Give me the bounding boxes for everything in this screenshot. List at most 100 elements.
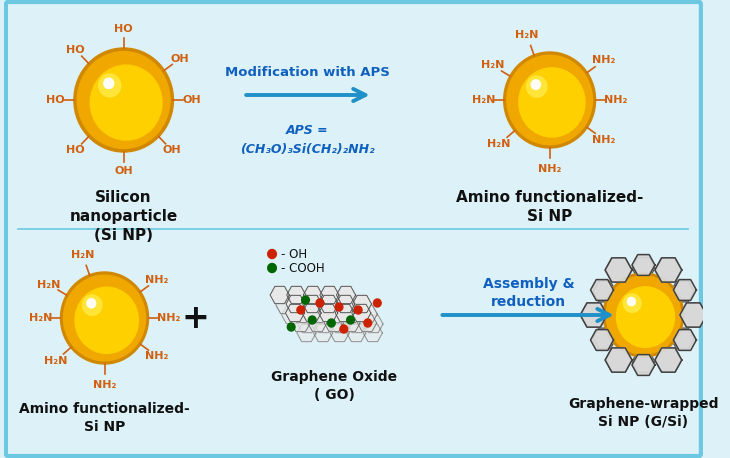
Polygon shape [325,305,344,322]
Polygon shape [348,306,367,324]
Polygon shape [303,286,323,304]
Polygon shape [655,348,682,372]
Polygon shape [358,305,377,322]
Polygon shape [313,324,333,342]
Circle shape [316,299,323,307]
Circle shape [297,306,304,314]
Circle shape [74,48,174,152]
Polygon shape [580,303,607,327]
Polygon shape [342,296,361,314]
Text: H₂N: H₂N [28,313,52,323]
Circle shape [301,296,310,304]
Polygon shape [673,279,696,300]
Polygon shape [364,324,383,342]
Polygon shape [632,257,655,278]
Circle shape [623,294,641,312]
Text: HO: HO [66,145,85,155]
Polygon shape [593,281,616,302]
Circle shape [627,297,635,306]
Polygon shape [655,258,682,282]
Polygon shape [309,296,328,314]
Polygon shape [302,304,321,322]
Text: H₂N: H₂N [71,250,94,260]
Text: HO: HO [66,45,85,55]
Circle shape [531,80,540,89]
Polygon shape [292,305,311,322]
Text: - OH: - OH [280,247,307,261]
Text: - COOH: - COOH [280,262,324,274]
Polygon shape [293,296,312,314]
Text: OH: OH [115,166,133,176]
Polygon shape [314,316,334,333]
Polygon shape [326,296,345,314]
Polygon shape [285,304,304,322]
Circle shape [77,52,170,148]
Circle shape [507,55,592,145]
Polygon shape [315,306,334,324]
Circle shape [288,323,295,331]
Polygon shape [364,316,383,333]
Polygon shape [580,303,607,327]
Polygon shape [337,286,356,304]
Circle shape [606,276,681,354]
Text: APS =: APS = [286,124,328,136]
Polygon shape [671,328,694,349]
Polygon shape [298,306,318,324]
Polygon shape [318,304,338,322]
Text: Modification with APS: Modification with APS [225,65,390,78]
Circle shape [82,295,102,315]
Polygon shape [591,330,613,350]
Text: +: + [182,301,210,334]
Polygon shape [605,348,632,372]
Text: NH₂: NH₂ [145,351,169,361]
Text: OH: OH [170,55,188,64]
Text: H₂N: H₂N [37,279,61,289]
Text: H₂N: H₂N [481,60,504,71]
Circle shape [75,287,139,354]
Polygon shape [605,258,632,282]
Polygon shape [320,286,339,304]
Polygon shape [347,316,366,333]
Text: HO: HO [115,24,133,34]
Polygon shape [287,286,306,304]
Circle shape [335,303,343,311]
Circle shape [308,316,316,324]
Polygon shape [605,348,632,372]
Circle shape [340,325,347,333]
Text: Silicon
nanoparticle
(Si NP): Silicon nanoparticle (Si NP) [69,190,178,243]
Text: Graphene Oxide
( GO): Graphene Oxide ( GO) [271,370,397,402]
Circle shape [64,275,145,361]
FancyBboxPatch shape [6,2,701,456]
Polygon shape [657,289,680,311]
Polygon shape [632,275,655,295]
Polygon shape [673,330,696,350]
Polygon shape [352,304,371,322]
Polygon shape [353,295,372,313]
Polygon shape [319,295,339,313]
Polygon shape [282,306,301,324]
Circle shape [61,272,148,364]
Circle shape [104,78,114,88]
Polygon shape [330,324,349,342]
Text: H₂N: H₂N [488,139,511,149]
Polygon shape [298,316,317,333]
Polygon shape [632,354,655,376]
Text: (CH₃O)₃Si(CH₂)₂NH₂: (CH₃O)₃Si(CH₂)₂NH₂ [240,143,374,157]
Text: H₂N: H₂N [515,30,539,40]
Polygon shape [276,296,295,314]
Polygon shape [591,279,613,300]
Circle shape [91,65,162,140]
Text: NH₂: NH₂ [145,274,169,284]
Polygon shape [358,314,377,332]
Polygon shape [291,314,310,332]
Text: OH: OH [162,145,181,155]
Polygon shape [607,320,630,340]
Polygon shape [671,281,694,302]
Circle shape [374,299,381,307]
Circle shape [526,76,547,97]
Polygon shape [324,314,344,332]
Circle shape [328,319,335,327]
Circle shape [268,263,277,273]
Circle shape [603,273,684,357]
Polygon shape [308,314,327,332]
